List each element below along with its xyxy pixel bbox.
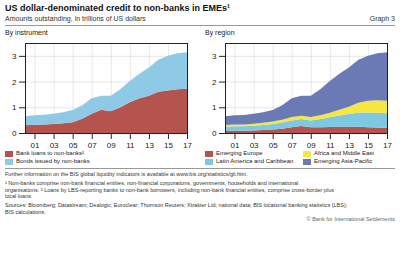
html-text:Bonds issued by non-banks: Bonds issued by non-banks bbox=[16, 158, 90, 164]
svg-text:17: 17 bbox=[183, 141, 192, 149]
html-text:BIS calculations.: BIS calculations. bbox=[5, 209, 46, 215]
svg-text:05: 05 bbox=[69, 141, 78, 149]
svg-text:11: 11 bbox=[126, 141, 135, 149]
html-text:Further information on the BIS: Further information on the BIS global li… bbox=[5, 171, 248, 177]
html-text:Emerging Europe: Emerging Europe bbox=[216, 150, 263, 156]
svg-text:15: 15 bbox=[364, 141, 373, 149]
html-text:¹ Non-banks comprise non-bank: ¹ Non-banks comprise non-bank financial … bbox=[5, 179, 299, 186]
svg-text:13: 13 bbox=[345, 141, 354, 149]
html-text:© Bank for International Settl: © Bank for International Settlements bbox=[306, 215, 395, 222]
svg-text:3: 3 bbox=[12, 52, 17, 61]
html-text:By instrument: By instrument bbox=[5, 29, 48, 36]
svg-text:09: 09 bbox=[107, 141, 116, 149]
svg-text:3: 3 bbox=[212, 52, 217, 61]
html-text:Graph 3: Graph 3 bbox=[369, 15, 395, 22]
svg-text:0: 0 bbox=[12, 129, 17, 138]
svg-text:01: 01 bbox=[31, 141, 40, 149]
svg-text:17: 17 bbox=[383, 141, 392, 149]
html-text:Latin America and Caribbean: Latin America and Caribbean bbox=[216, 158, 294, 164]
html-text:organisations. ² Loans by LBS-: organisations. ² Loans by LBS-reporting … bbox=[5, 186, 334, 193]
html-text:Emerging Asia-Pacific: Emerging Asia-Pacific bbox=[314, 158, 373, 164]
html-text:Amounts outstanding, in trilli: Amounts outstanding, in trillions of US … bbox=[5, 15, 146, 22]
svg-text:03: 03 bbox=[250, 141, 259, 149]
svg-text:0: 0 bbox=[212, 129, 217, 138]
svg-text:1: 1 bbox=[212, 103, 217, 112]
html-text:local loans.: local loans. bbox=[5, 193, 33, 200]
svg-text:07: 07 bbox=[288, 141, 297, 149]
svg-text:03: 03 bbox=[50, 141, 59, 149]
svg-text:1: 1 bbox=[12, 103, 17, 112]
svg-text:05: 05 bbox=[269, 141, 278, 149]
svg-text:11: 11 bbox=[326, 141, 335, 149]
html-text:US dollar-denominated credit t: US dollar-denominated credit to non-bank… bbox=[5, 3, 230, 13]
svg-text:07: 07 bbox=[88, 141, 97, 149]
html-text:By region: By region bbox=[205, 29, 235, 36]
svg-text:13: 13 bbox=[145, 141, 154, 149]
html-text:Africa and Middle East: Africa and Middle East bbox=[314, 150, 374, 156]
svg-text:01: 01 bbox=[231, 141, 240, 149]
svg-text:2: 2 bbox=[12, 78, 17, 87]
html-text:Sources: Bloomberg; Datastream: Sources: Bloomberg; Datastream; Dealogic… bbox=[5, 202, 348, 209]
svg-text:2: 2 bbox=[212, 78, 217, 87]
svg-text:09: 09 bbox=[307, 141, 316, 149]
svg-text:15: 15 bbox=[164, 141, 173, 149]
html-text:Bank loans to non-banks²: Bank loans to non-banks² bbox=[16, 150, 84, 156]
